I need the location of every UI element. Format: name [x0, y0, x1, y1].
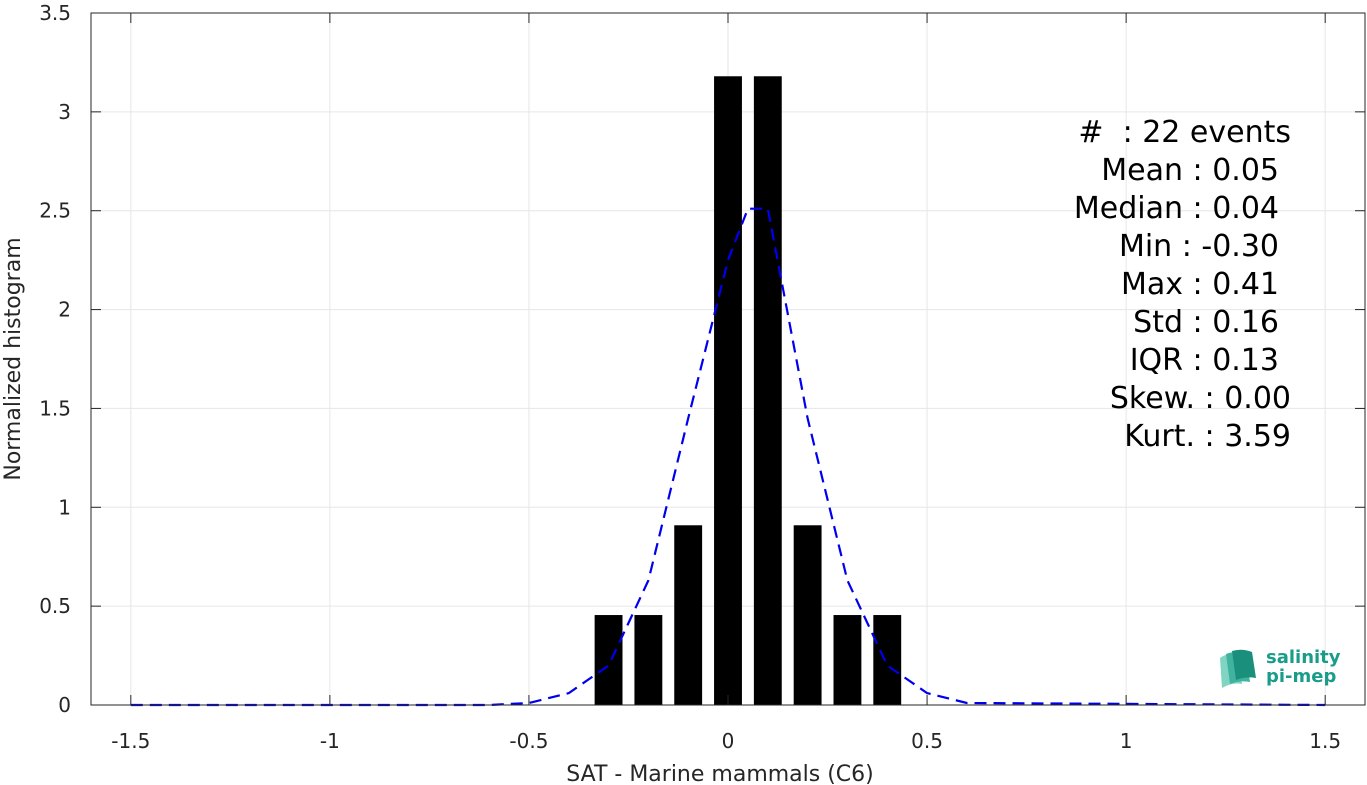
fit-line [130, 207, 1326, 707]
x-tick-label: 0.5 [911, 729, 943, 753]
stat-count: # : 22 events [1078, 115, 1291, 150]
histogram-bar [594, 615, 623, 705]
fit-curve [130, 207, 1326, 707]
histogram-bar [674, 525, 703, 705]
logo-line2: pi-mep [1266, 666, 1337, 687]
stat-kurt: Kurt. : 3.59 [1124, 419, 1291, 454]
y-ticks: 0 0.5 1 1.5 2 2.5 3 3.5 [39, 1, 1365, 717]
x-tick-label: 1 [1120, 729, 1133, 753]
x-tick-label: -1.5 [111, 729, 150, 753]
bars [594, 76, 902, 706]
stat-skew: Skew. : 0.00 [1109, 381, 1291, 416]
x-axis-label: SAT - Marine mammals (C6) [566, 762, 874, 785]
x-tick-label: -1 [320, 729, 340, 753]
stat-min: Min : -0.30 [1118, 229, 1279, 264]
x-tick-label: 0 [722, 729, 735, 753]
x-ticks: -1.5 -1 -0.5 0 0.5 1 1.5 [111, 13, 1341, 753]
y-tick-label: 3.5 [39, 1, 71, 25]
histogram-bar [793, 525, 822, 705]
y-tick-label: 1 [58, 495, 71, 519]
waves-icon [1220, 649, 1256, 688]
y-tick-label: 0.5 [39, 594, 71, 618]
stats-box: # : 22 events Mean : 0.05 Median : 0.04 … [1073, 114, 1291, 456]
stat-iqr: IQR : 0.13 [1129, 343, 1279, 378]
y-tick-label: 1.5 [39, 396, 71, 420]
logo-line1: salinity [1266, 647, 1341, 668]
histogram-bar [714, 76, 742, 706]
y-tick-label: 2 [58, 298, 71, 322]
y-tick-label: 2.5 [39, 199, 71, 223]
stat-std: Std : 0.16 [1133, 305, 1279, 340]
x-tick-label: -0.5 [509, 729, 548, 753]
salinity-pimep-logo: salinity pi-mep [1216, 646, 1346, 696]
histogram-bar [873, 615, 902, 705]
stat-mean: Mean : 0.05 [1101, 153, 1279, 188]
y-axis-label: Normalized histogram [1, 237, 26, 480]
histogram-bar [634, 615, 663, 705]
stat-median: Median : 0.04 [1073, 191, 1279, 226]
histogram-bar [753, 76, 782, 706]
y-tick-label: 0 [58, 693, 71, 717]
histogram-bar [833, 615, 862, 705]
y-tick-label: 3 [58, 100, 71, 124]
stat-max: Max : 0.41 [1121, 267, 1279, 302]
x-tick-label: 1.5 [1309, 729, 1341, 753]
